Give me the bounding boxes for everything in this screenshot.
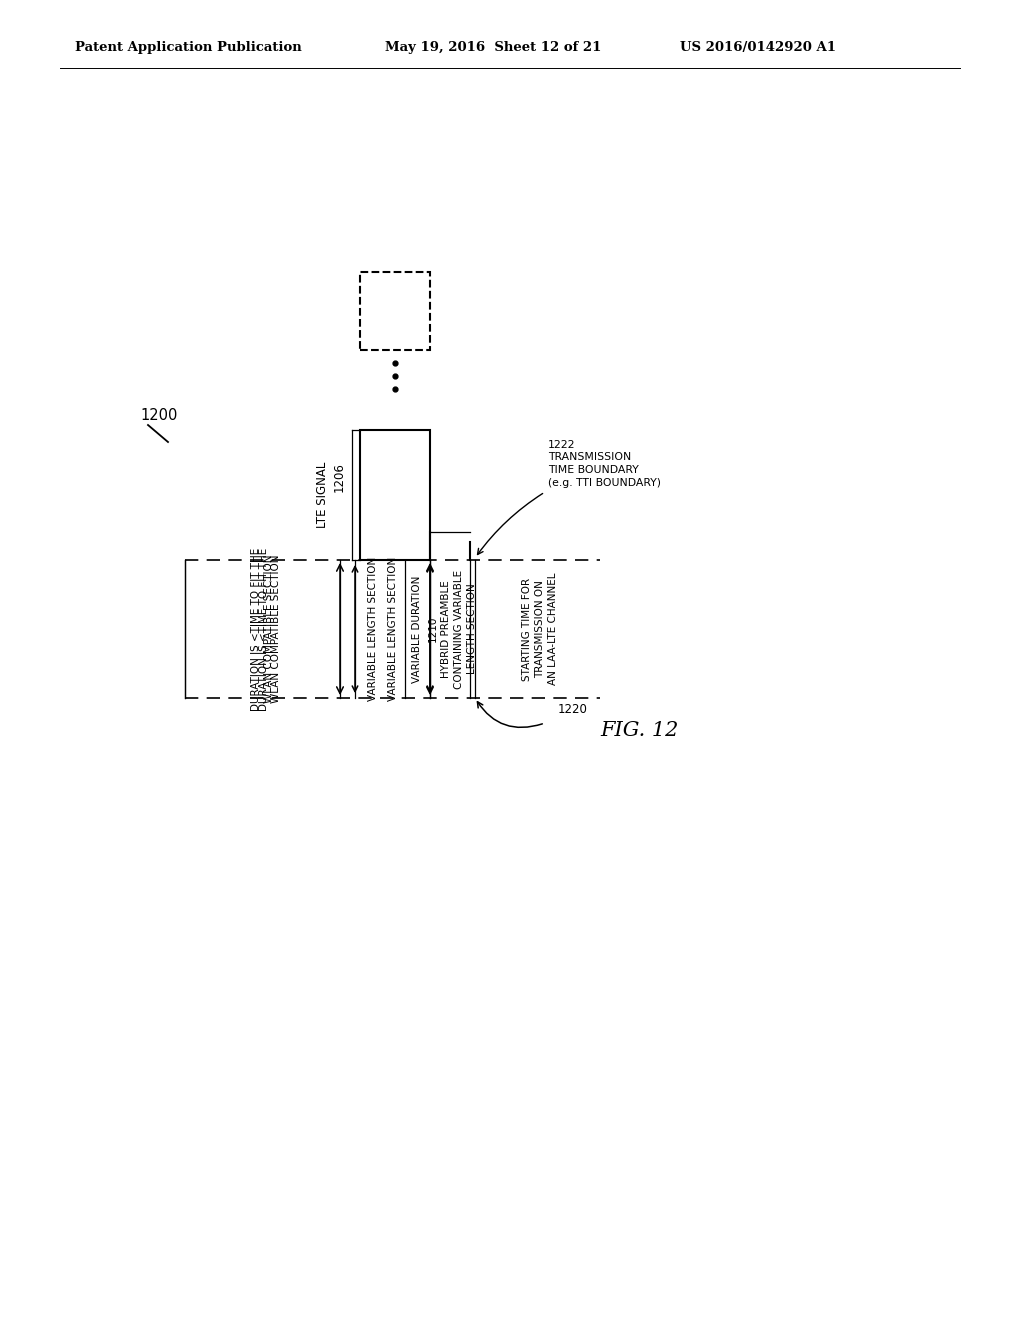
Text: VARIABLE LENGTH SECTION: VARIABLE LENGTH SECTION bbox=[387, 557, 397, 701]
Bar bbox=[360, 430, 430, 560]
Text: DURATION IS <TIME TO FIT THE
WLAN COMPATIBLE SECTION: DURATION IS <TIME TO FIT THE WLAN COMPAT… bbox=[251, 548, 273, 710]
Text: STARTING TIME FOR
TRANSMISSION ON
AN LAA-LTE CHANNEL: STARTING TIME FOR TRANSMISSION ON AN LAA… bbox=[522, 573, 558, 685]
Text: 1220: 1220 bbox=[558, 704, 588, 715]
Text: DURATION IS <TIME TO FIT THE
WLAN COMPATIBLE SECTION: DURATION IS <TIME TO FIT THE WLAN COMPAT… bbox=[259, 548, 282, 710]
Text: Patent Application Publication: Patent Application Publication bbox=[75, 41, 302, 54]
Text: May 19, 2016  Sheet 12 of 21: May 19, 2016 Sheet 12 of 21 bbox=[385, 41, 601, 54]
Text: 1210
HYBRID PREAMBLE
CONTAINING VARIABLE
LENGTH SECTION: 1210 HYBRID PREAMBLE CONTAINING VARIABLE… bbox=[428, 569, 477, 689]
Text: FIG. 12: FIG. 12 bbox=[601, 721, 679, 739]
Text: 1222
TRANSMISSION
TIME BOUNDARY
(e.g. TTI BOUNDARY): 1222 TRANSMISSION TIME BOUNDARY (e.g. TT… bbox=[548, 440, 662, 488]
Bar bbox=[360, 272, 430, 350]
Text: VARIABLE DURATION: VARIABLE DURATION bbox=[413, 576, 423, 682]
Text: US 2016/0142920 A1: US 2016/0142920 A1 bbox=[680, 41, 836, 54]
Text: 1200: 1200 bbox=[140, 408, 177, 422]
Text: LTE SIGNAL
1206: LTE SIGNAL 1206 bbox=[316, 462, 346, 528]
Text: VARIABLE LENGTH SECTION: VARIABLE LENGTH SECTION bbox=[368, 557, 378, 701]
